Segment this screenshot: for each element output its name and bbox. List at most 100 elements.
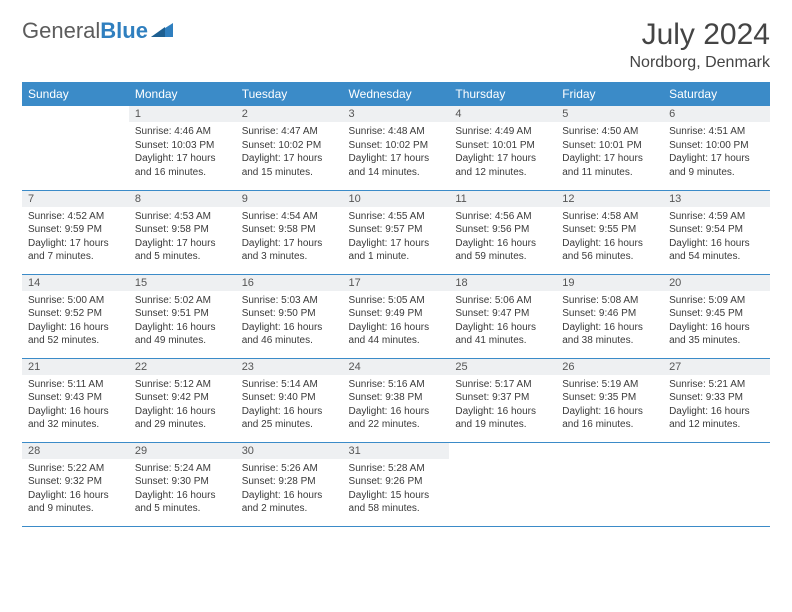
day-number	[556, 443, 663, 459]
weekday-header: Sunday	[22, 82, 129, 106]
day-body	[556, 459, 663, 466]
day-line: Sunset: 9:54 PM	[669, 223, 764, 237]
day-body: Sunrise: 5:00 AMSunset: 9:52 PMDaylight:…	[22, 291, 129, 352]
weekday-header: Monday	[129, 82, 236, 106]
calendar-cell: 10Sunrise: 4:55 AMSunset: 9:57 PMDayligh…	[343, 190, 450, 274]
day-line: Daylight: 16 hours and 5 minutes.	[135, 489, 230, 516]
day-line: Sunset: 9:58 PM	[135, 223, 230, 237]
day-body	[22, 122, 129, 129]
calendar-cell: 9Sunrise: 4:54 AMSunset: 9:58 PMDaylight…	[236, 190, 343, 274]
day-line: Sunrise: 4:54 AM	[242, 210, 337, 224]
day-line: Sunrise: 4:48 AM	[349, 125, 444, 139]
day-line: Daylight: 17 hours and 11 minutes.	[562, 152, 657, 179]
day-number: 18	[449, 275, 556, 291]
day-number: 11	[449, 191, 556, 207]
day-number: 3	[343, 106, 450, 122]
day-number: 28	[22, 443, 129, 459]
location: Nordborg, Denmark	[630, 54, 771, 72]
weekday-header: Thursday	[449, 82, 556, 106]
day-line: Sunset: 9:47 PM	[455, 307, 550, 321]
day-line: Daylight: 16 hours and 16 minutes.	[562, 405, 657, 432]
day-body: Sunrise: 5:22 AMSunset: 9:32 PMDaylight:…	[22, 459, 129, 520]
day-number: 2	[236, 106, 343, 122]
logo-word1: General	[22, 18, 100, 43]
day-line: Daylight: 16 hours and 25 minutes.	[242, 405, 337, 432]
day-number: 20	[663, 275, 770, 291]
calendar-cell: 1Sunrise: 4:46 AMSunset: 10:03 PMDayligh…	[129, 106, 236, 190]
calendar-row: 14Sunrise: 5:00 AMSunset: 9:52 PMDayligh…	[22, 274, 770, 358]
day-line: Sunset: 9:42 PM	[135, 391, 230, 405]
calendar-cell: 29Sunrise: 5:24 AMSunset: 9:30 PMDayligh…	[129, 442, 236, 526]
day-line: Daylight: 16 hours and 59 minutes.	[455, 237, 550, 264]
calendar-cell: 4Sunrise: 4:49 AMSunset: 10:01 PMDayligh…	[449, 106, 556, 190]
calendar-cell: 15Sunrise: 5:02 AMSunset: 9:51 PMDayligh…	[129, 274, 236, 358]
day-line: Sunrise: 5:00 AM	[28, 294, 123, 308]
day-line: Sunrise: 4:47 AM	[242, 125, 337, 139]
day-line: Sunset: 9:43 PM	[28, 391, 123, 405]
day-line: Daylight: 16 hours and 56 minutes.	[562, 237, 657, 264]
day-body: Sunrise: 5:21 AMSunset: 9:33 PMDaylight:…	[663, 375, 770, 436]
calendar-table: SundayMondayTuesdayWednesdayThursdayFrid…	[22, 82, 770, 527]
day-line: Sunset: 10:02 PM	[242, 139, 337, 153]
calendar-cell: 3Sunrise: 4:48 AMSunset: 10:02 PMDayligh…	[343, 106, 450, 190]
day-number: 12	[556, 191, 663, 207]
day-number: 25	[449, 359, 556, 375]
day-body: Sunrise: 5:11 AMSunset: 9:43 PMDaylight:…	[22, 375, 129, 436]
day-line: Daylight: 17 hours and 7 minutes.	[28, 237, 123, 264]
day-line: Daylight: 17 hours and 5 minutes.	[135, 237, 230, 264]
title-block: July 2024 Nordborg, Denmark	[630, 18, 771, 72]
day-body: Sunrise: 5:16 AMSunset: 9:38 PMDaylight:…	[343, 375, 450, 436]
day-line: Sunset: 9:50 PM	[242, 307, 337, 321]
day-line: Sunset: 9:55 PM	[562, 223, 657, 237]
day-line: Sunrise: 5:24 AM	[135, 462, 230, 476]
day-body	[663, 459, 770, 466]
day-body: Sunrise: 4:51 AMSunset: 10:00 PMDaylight…	[663, 122, 770, 183]
day-line: Sunrise: 5:05 AM	[349, 294, 444, 308]
day-line: Sunset: 9:30 PM	[135, 475, 230, 489]
day-number: 4	[449, 106, 556, 122]
calendar-row: 21Sunrise: 5:11 AMSunset: 9:43 PMDayligh…	[22, 358, 770, 442]
day-line: Sunrise: 5:06 AM	[455, 294, 550, 308]
calendar-cell: 23Sunrise: 5:14 AMSunset: 9:40 PMDayligh…	[236, 358, 343, 442]
day-line: Daylight: 17 hours and 14 minutes.	[349, 152, 444, 179]
day-line: Daylight: 16 hours and 19 minutes.	[455, 405, 550, 432]
day-body: Sunrise: 4:59 AMSunset: 9:54 PMDaylight:…	[663, 207, 770, 268]
day-number	[22, 106, 129, 122]
day-line: Sunrise: 4:49 AM	[455, 125, 550, 139]
day-number: 9	[236, 191, 343, 207]
calendar-cell: 6Sunrise: 4:51 AMSunset: 10:00 PMDayligh…	[663, 106, 770, 190]
day-body: Sunrise: 5:09 AMSunset: 9:45 PMDaylight:…	[663, 291, 770, 352]
day-body: Sunrise: 5:02 AMSunset: 9:51 PMDaylight:…	[129, 291, 236, 352]
day-line: Sunset: 9:56 PM	[455, 223, 550, 237]
day-line: Sunset: 9:51 PM	[135, 307, 230, 321]
logo: GeneralBlue	[22, 18, 173, 44]
calendar-head: SundayMondayTuesdayWednesdayThursdayFrid…	[22, 82, 770, 106]
day-line: Sunset: 9:46 PM	[562, 307, 657, 321]
calendar-cell: 30Sunrise: 5:26 AMSunset: 9:28 PMDayligh…	[236, 442, 343, 526]
day-line: Daylight: 17 hours and 1 minute.	[349, 237, 444, 264]
day-line: Daylight: 17 hours and 16 minutes.	[135, 152, 230, 179]
day-number: 6	[663, 106, 770, 122]
calendar-cell: 8Sunrise: 4:53 AMSunset: 9:58 PMDaylight…	[129, 190, 236, 274]
day-line: Sunset: 9:32 PM	[28, 475, 123, 489]
day-body: Sunrise: 4:47 AMSunset: 10:02 PMDaylight…	[236, 122, 343, 183]
day-line: Daylight: 16 hours and 22 minutes.	[349, 405, 444, 432]
weekday-header: Wednesday	[343, 82, 450, 106]
weekday-row: SundayMondayTuesdayWednesdayThursdayFrid…	[22, 82, 770, 106]
calendar-cell: 31Sunrise: 5:28 AMSunset: 9:26 PMDayligh…	[343, 442, 450, 526]
day-body: Sunrise: 4:53 AMSunset: 9:58 PMDaylight:…	[129, 207, 236, 268]
calendar-cell: 25Sunrise: 5:17 AMSunset: 9:37 PMDayligh…	[449, 358, 556, 442]
day-number	[449, 443, 556, 459]
day-line: Sunset: 9:49 PM	[349, 307, 444, 321]
day-line: Daylight: 16 hours and 46 minutes.	[242, 321, 337, 348]
day-line: Daylight: 16 hours and 52 minutes.	[28, 321, 123, 348]
calendar-row: 1Sunrise: 4:46 AMSunset: 10:03 PMDayligh…	[22, 106, 770, 190]
calendar-cell: 27Sunrise: 5:21 AMSunset: 9:33 PMDayligh…	[663, 358, 770, 442]
calendar-cell	[22, 106, 129, 190]
day-line: Sunrise: 5:19 AM	[562, 378, 657, 392]
calendar-cell: 19Sunrise: 5:08 AMSunset: 9:46 PMDayligh…	[556, 274, 663, 358]
weekday-header: Saturday	[663, 82, 770, 106]
day-number: 10	[343, 191, 450, 207]
day-number: 27	[663, 359, 770, 375]
day-body: Sunrise: 4:52 AMSunset: 9:59 PMDaylight:…	[22, 207, 129, 268]
